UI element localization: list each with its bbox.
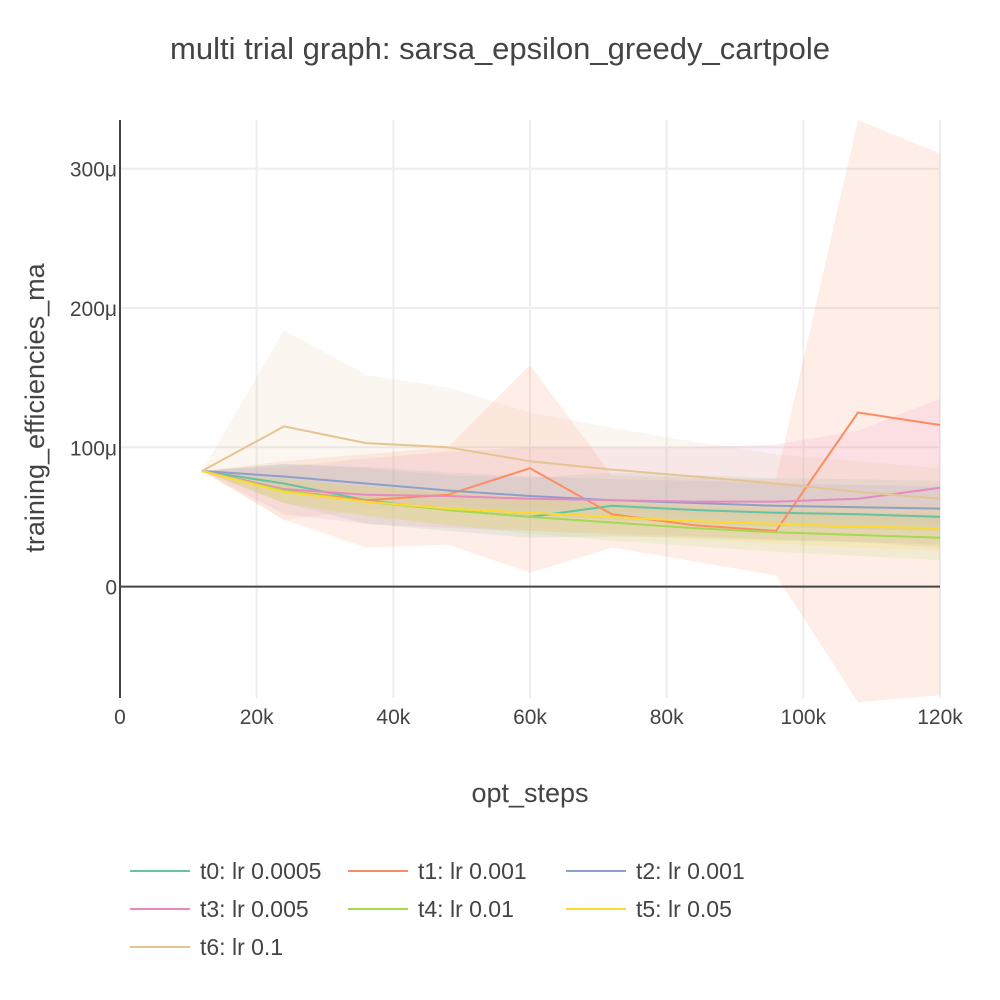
series-lines [201,411,941,539]
legend-item[interactable]: t1: lr 0.001 [348,858,566,885]
axes [119,120,940,698]
x-tick-label: 60k [513,706,547,729]
legend-label: t2: lr 0.001 [636,857,745,884]
y-axis-title: training_efficiencies_ma [20,262,50,552]
legend-row: t0: lr 0.0005 t1: lr 0.001 t2: lr 0.001 [130,852,890,890]
legend-item[interactable]: t5: lr 0.05 [566,896,784,923]
y-tick-label: 300μ [70,159,117,182]
series-line [201,470,941,510]
legend-item[interactable]: t2: lr 0.001 [566,858,784,885]
series-line [201,470,941,503]
tick-labels: 0 20k 40k 60k 80k 100k 120k 0 100μ 200μ 300μ [70,159,963,729]
legend-swatch [348,870,408,872]
error-band [202,398,940,548]
legend-item[interactable]: t3: lr 0.005 [130,896,348,923]
series-line [201,425,941,500]
legend-swatch [130,870,190,872]
legend-label: t5: lr 0.05 [636,895,732,922]
legend-swatch [566,870,626,872]
legend-swatch [130,946,190,948]
x-tick-label: 80k [650,706,684,729]
y-tick-label: 0 [105,577,117,600]
x-tick-label: 0 [114,706,126,729]
legend-item[interactable]: t0: lr 0.0005 [130,858,348,885]
legend-row: t6: lr 0.1 [130,928,890,966]
x-axis-title: opt_steps [471,778,588,808]
x-tick-label: 20k [240,706,274,729]
legend-label: t0: lr 0.0005 [200,857,322,884]
legend-label: t1: lr 0.001 [418,857,527,884]
grid [120,120,941,698]
x-tick-label: 100k [781,706,827,729]
y-tick-label: 100μ [70,437,117,460]
legend-label: t6: lr 0.1 [200,933,284,960]
legend-row: t3: lr 0.005 t4: lr 0.01 t5: lr 0.05 [130,890,890,928]
legend-label: t3: lr 0.005 [200,895,309,922]
legend-swatch [130,908,190,910]
chart-title: multi trial graph: sarsa_epsilon_greedy_… [170,31,830,66]
error-band [202,330,940,523]
legend-swatch [348,908,408,910]
error-bands [202,120,940,703]
legend: t0: lr 0.0005 t1: lr 0.001 t2: lr 0.001 t3:… [130,852,890,966]
x-tick-label: 40k [376,706,410,729]
legend-item[interactable]: t4: lr 0.01 [348,896,566,923]
series-line [201,470,941,530]
y-tick-label: 200μ [70,298,117,321]
error-band [202,120,940,703]
legend-item[interactable]: t6: lr 0.1 [130,934,348,961]
legend-swatch [566,908,626,910]
legend-label: t4: lr 0.01 [418,895,514,922]
x-tick-label: 120k [917,706,963,729]
error-band [202,464,940,545]
